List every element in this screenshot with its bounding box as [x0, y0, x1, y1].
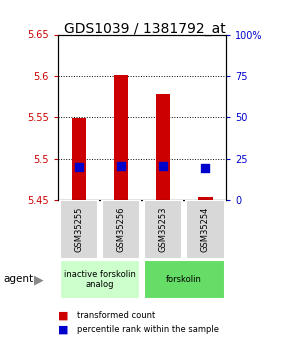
Text: percentile rank within the sample: percentile rank within the sample [77, 325, 219, 334]
Text: ▶: ▶ [34, 273, 44, 286]
Bar [102, 200, 140, 259]
Point [203, 165, 208, 170]
Text: inactive forskolin
analog: inactive forskolin analog [64, 270, 136, 289]
Bar [186, 200, 224, 259]
Bar [156, 94, 171, 200]
Bar [144, 200, 182, 259]
Bar [198, 197, 213, 200]
Text: ■: ■ [58, 311, 68, 321]
Text: GSM35254: GSM35254 [201, 207, 210, 252]
Text: GSM35256: GSM35256 [117, 207, 126, 252]
Bar [144, 260, 224, 299]
Text: GSM35255: GSM35255 [75, 207, 84, 252]
Bar [72, 118, 86, 200]
Bar [60, 200, 98, 259]
Text: GDS1039 / 1381792_at: GDS1039 / 1381792_at [64, 22, 226, 37]
Text: agent: agent [3, 275, 33, 284]
Point [77, 164, 81, 170]
Point [161, 164, 165, 169]
Text: GSM35253: GSM35253 [159, 207, 168, 252]
Text: transformed count: transformed count [77, 311, 155, 320]
Bar [114, 75, 128, 200]
Text: forskolin: forskolin [166, 275, 202, 284]
Bar [60, 260, 140, 299]
Point [119, 164, 124, 169]
Text: ■: ■ [58, 325, 68, 334]
